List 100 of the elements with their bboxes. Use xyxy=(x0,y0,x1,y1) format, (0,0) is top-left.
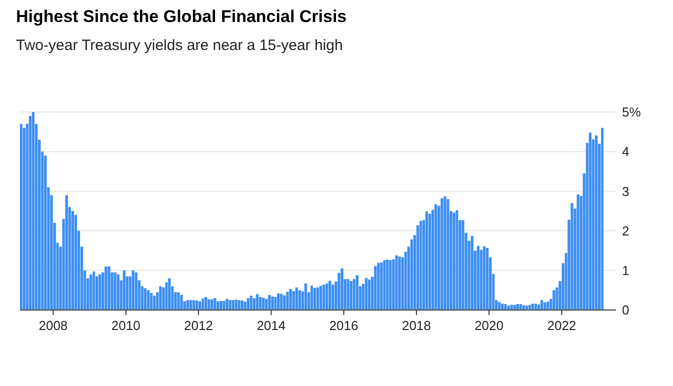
bar xyxy=(476,246,480,310)
bar xyxy=(462,220,464,310)
bar xyxy=(504,304,507,310)
x-tick-label: 2022 xyxy=(547,318,576,333)
bar xyxy=(132,270,134,310)
x-tick-label: 2012 xyxy=(184,318,213,333)
bar xyxy=(208,299,210,310)
bar xyxy=(386,260,389,310)
bar xyxy=(22,128,26,310)
bar xyxy=(319,286,322,310)
bar xyxy=(392,259,395,310)
bar xyxy=(310,285,313,310)
bar xyxy=(116,274,120,310)
bar xyxy=(32,112,35,310)
y-tick-label: 1 xyxy=(622,262,630,278)
bar xyxy=(534,304,537,310)
bar xyxy=(346,279,350,310)
bar xyxy=(398,256,401,310)
y-tick-label: 5% xyxy=(622,104,642,120)
bar xyxy=(298,290,301,310)
bar xyxy=(304,283,308,310)
bar xyxy=(220,300,222,310)
bar xyxy=(576,194,580,310)
x-tick-label: 2018 xyxy=(402,318,431,333)
bar xyxy=(440,198,444,310)
bar xyxy=(268,294,271,310)
bar xyxy=(374,266,377,310)
bar xyxy=(470,236,474,310)
bar xyxy=(380,262,383,310)
bar xyxy=(98,274,102,310)
bar xyxy=(316,287,319,310)
bar xyxy=(259,296,262,310)
bar xyxy=(250,296,252,310)
bar xyxy=(368,280,371,310)
bar xyxy=(280,294,283,310)
bar xyxy=(202,298,204,310)
bar xyxy=(92,272,96,310)
bar xyxy=(232,300,234,310)
bar xyxy=(594,135,598,310)
bar xyxy=(228,300,232,310)
bar xyxy=(286,292,289,310)
bar xyxy=(446,199,450,310)
bar xyxy=(122,270,126,310)
bar xyxy=(395,255,398,310)
bar xyxy=(588,132,592,310)
bar xyxy=(546,302,550,310)
bar xyxy=(44,156,47,310)
bar xyxy=(244,302,246,310)
bar xyxy=(74,214,78,310)
bar xyxy=(295,287,298,310)
x-tick-label: 2016 xyxy=(329,318,358,333)
bar xyxy=(332,284,334,310)
y-tick-label: 0 xyxy=(622,302,630,318)
bar xyxy=(256,294,259,310)
bar xyxy=(180,294,183,310)
bar xyxy=(389,260,392,310)
bar xyxy=(425,211,428,310)
bar xyxy=(159,286,162,310)
bar xyxy=(277,293,280,310)
bar xyxy=(507,306,510,310)
bar xyxy=(65,195,68,310)
bar xyxy=(482,246,486,310)
bar xyxy=(283,295,286,310)
y-tick-label: 2 xyxy=(622,223,630,238)
bar xyxy=(364,278,368,310)
bar xyxy=(153,296,156,310)
bar xyxy=(71,211,74,310)
x-tick-label: 2010 xyxy=(111,318,140,333)
bar xyxy=(540,300,544,310)
bar xyxy=(444,196,446,310)
bar xyxy=(114,272,116,310)
bar xyxy=(265,298,268,310)
bar xyxy=(144,288,147,310)
bar xyxy=(189,300,192,310)
bar xyxy=(216,301,220,310)
bar xyxy=(226,298,228,310)
bar xyxy=(328,280,332,310)
bar xyxy=(146,290,150,310)
bar xyxy=(340,268,344,310)
bar xyxy=(90,274,92,310)
bar xyxy=(486,248,489,310)
bar xyxy=(377,262,380,310)
bar xyxy=(238,300,240,310)
bar xyxy=(434,204,438,310)
bar xyxy=(313,288,316,310)
chart-subtitle: Two-year Treasury yields are near a 15-year high xyxy=(16,37,343,54)
bar xyxy=(480,250,483,310)
bar xyxy=(383,260,386,310)
bar xyxy=(416,225,420,310)
bar xyxy=(240,300,244,310)
bar xyxy=(192,300,195,310)
bar xyxy=(134,272,138,310)
bar xyxy=(498,302,501,310)
bar xyxy=(274,296,277,310)
bar xyxy=(570,203,574,310)
bar xyxy=(601,128,604,310)
bar xyxy=(420,220,422,310)
bar xyxy=(352,279,356,310)
bar xyxy=(20,124,22,310)
bar xyxy=(452,212,456,310)
